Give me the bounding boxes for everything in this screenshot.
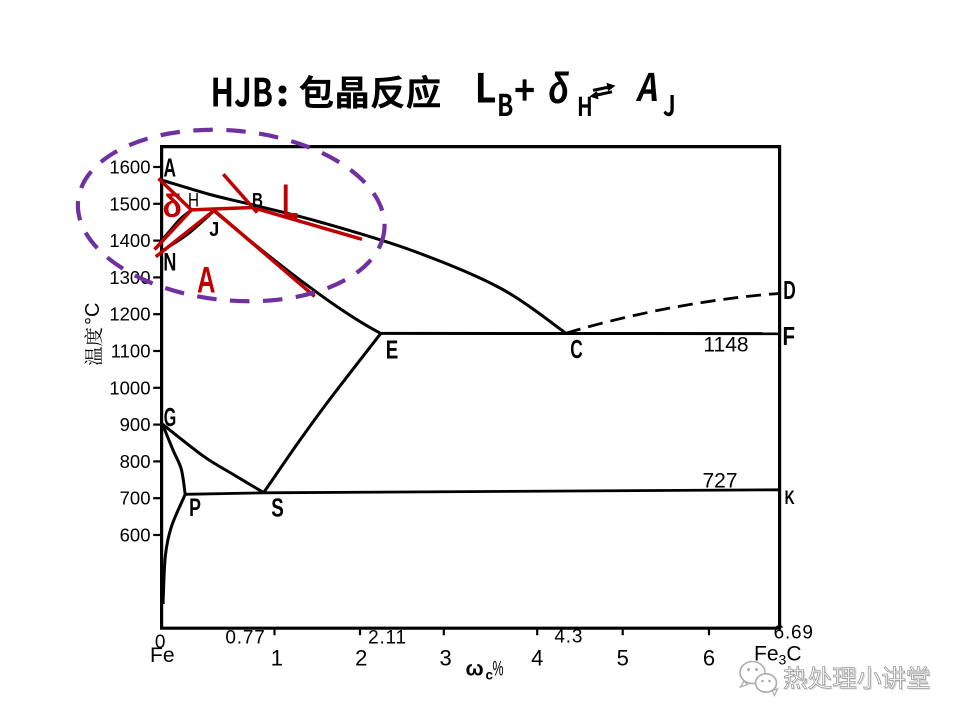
svg-text:727: 727	[702, 470, 737, 493]
svg-text:1600: 1600	[109, 157, 150, 178]
svg-text:5: 5	[617, 646, 629, 671]
svg-text:4.3: 4.3	[554, 627, 583, 648]
svg-text:700: 700	[120, 488, 151, 509]
svg-text:P: P	[189, 494, 201, 522]
svg-text:1300: 1300	[109, 267, 150, 288]
svg-text:%: %	[493, 657, 504, 681]
svg-text:1400: 1400	[109, 230, 150, 251]
svg-text:A: A	[163, 155, 176, 183]
svg-text:S: S	[271, 494, 284, 522]
svg-text:δ: δ	[163, 188, 182, 224]
svg-text:J: J	[209, 218, 219, 241]
svg-text:C: C	[570, 336, 583, 364]
svg-text:L: L	[282, 175, 298, 230]
svg-text:G: G	[164, 404, 177, 432]
svg-text:2.11: 2.11	[368, 628, 407, 649]
svg-text:E: E	[386, 336, 399, 364]
svg-text:D: D	[783, 277, 796, 305]
svg-text:F: F	[782, 323, 795, 351]
svg-text:K: K	[785, 487, 795, 509]
svg-text:1148: 1148	[703, 334, 748, 357]
svg-text:2: 2	[355, 646, 367, 671]
svg-text:B: B	[252, 189, 263, 212]
svg-text:6: 6	[703, 646, 715, 671]
svg-text:ω: ω	[466, 657, 484, 681]
svg-text:1: 1	[271, 646, 283, 671]
svg-text:°C: °C	[82, 303, 104, 325]
svg-text:1100: 1100	[111, 341, 151, 362]
svg-text:900: 900	[120, 414, 151, 435]
svg-text:Fe: Fe	[150, 644, 175, 667]
svg-text:H: H	[188, 190, 199, 211]
svg-text:N: N	[163, 249, 176, 277]
svg-text:6.69: 6.69	[774, 623, 814, 644]
svg-text:3: 3	[439, 646, 451, 671]
svg-text:δ: δ	[549, 65, 570, 113]
svg-text:1200: 1200	[109, 304, 150, 325]
svg-text:800: 800	[120, 451, 151, 472]
svg-text:A: A	[197, 260, 216, 301]
svg-text:0.77: 0.77	[225, 628, 265, 649]
svg-text:600: 600	[120, 525, 151, 546]
svg-text:1500: 1500	[109, 193, 150, 214]
svg-text:4: 4	[531, 646, 543, 671]
svg-text:1000: 1000	[109, 377, 150, 398]
